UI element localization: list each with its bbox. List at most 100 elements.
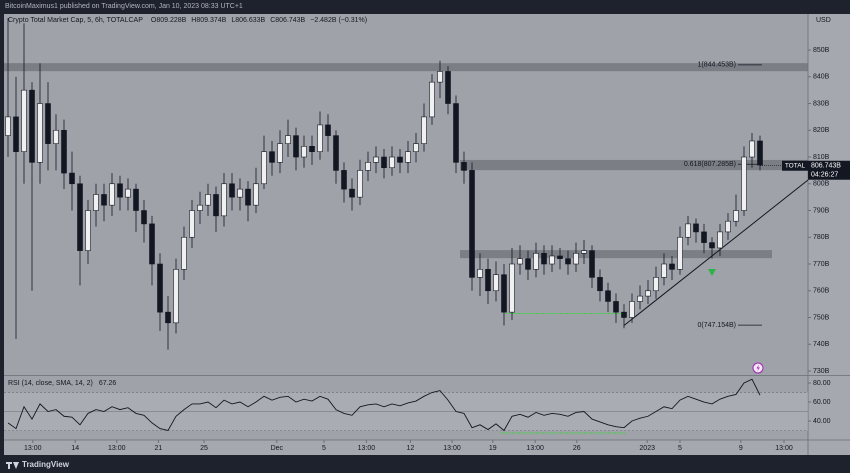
candle-body <box>5 116 11 136</box>
candle-body <box>181 236 187 270</box>
candle-body <box>741 156 747 211</box>
y-tick-label: 780B <box>813 234 830 241</box>
candle-body <box>157 263 163 313</box>
candle-body <box>429 81 435 118</box>
candle-body <box>237 188 243 198</box>
candle-body <box>117 183 123 198</box>
brand-name: TradingView <box>22 460 70 469</box>
candle-body <box>645 290 651 297</box>
candle-body <box>333 135 339 171</box>
symbol-badge <box>782 160 808 171</box>
candle-body <box>637 295 643 302</box>
candle-body <box>685 223 691 238</box>
candle-body <box>389 156 395 169</box>
x-tick-label: 25 <box>200 445 208 452</box>
y-tick-label: 790B <box>813 207 830 214</box>
candle-body <box>453 103 459 163</box>
rsi-title: RSI (14, close, SMA, 14, 2) <box>8 380 93 387</box>
candle-body <box>381 156 387 169</box>
candle-body <box>717 231 723 249</box>
candle-body <box>309 146 315 152</box>
candle-body <box>365 162 371 171</box>
y-tick-label: 770B <box>813 261 830 268</box>
x-tick-label: 21 <box>155 445 163 452</box>
fib-label: 1(844.453B) <box>697 62 736 69</box>
candle-body <box>581 250 587 254</box>
candle-body <box>605 290 611 302</box>
x-tick-label: 13:00 <box>443 445 461 452</box>
ohlc-value: L806.633B <box>231 17 265 24</box>
candle-body <box>525 258 531 270</box>
legend: Crypto Total Market Cap, 5, 6h, TOTALCAP <box>8 17 143 24</box>
x-tick-label: 19 <box>489 445 497 452</box>
fib-label: 0(747.154B) <box>697 322 736 329</box>
x-tick-label: 26 <box>573 445 581 452</box>
candle-body <box>341 170 347 190</box>
candle-body <box>325 124 331 136</box>
candle-body <box>125 188 131 198</box>
currency-label: USD <box>816 17 831 24</box>
candle-body <box>165 311 171 324</box>
x-tick-label: 13:00 <box>24 445 42 452</box>
candle-body <box>45 103 51 144</box>
candle-body <box>661 263 667 278</box>
trendline <box>623 179 809 326</box>
y-tick-label: 750B <box>813 314 830 321</box>
zone <box>460 159 808 171</box>
x-tick-label: 5 <box>678 445 682 452</box>
publisher-header: BitcoinMaximus1 published on TradingView… <box>5 3 243 10</box>
candle-body <box>445 71 451 104</box>
candle-body <box>37 103 43 163</box>
candle-body <box>573 253 579 265</box>
ohlc-value: O809.228B <box>151 17 187 24</box>
candle-body <box>613 301 619 313</box>
candle-body <box>485 269 491 292</box>
candle-body <box>205 194 211 206</box>
candle-body <box>405 151 411 163</box>
x-tick-label: Dec <box>271 445 284 452</box>
candle-body <box>461 162 467 171</box>
candle-body <box>85 210 91 251</box>
candle-body <box>109 183 115 206</box>
candle-body <box>245 188 251 206</box>
candle-body <box>757 140 763 166</box>
event-icon-bolt <box>756 364 760 372</box>
candle-body <box>13 116 19 152</box>
candle-body <box>413 143 419 152</box>
x-tick-label: 13:00 <box>108 445 126 452</box>
candle-body <box>589 250 595 278</box>
fib-label: 0.618(807.285B) <box>684 161 736 168</box>
candle-body <box>141 210 147 225</box>
y-tick-label: 800B <box>813 181 830 188</box>
x-tick-label: 12 <box>407 445 415 452</box>
candle-body <box>421 116 427 144</box>
candle-body <box>133 188 139 211</box>
y-tick-label: 730B <box>813 368 830 375</box>
candle-body <box>253 183 259 206</box>
y-tick-label: 840B <box>813 74 830 81</box>
y-tick-label: 820B <box>813 127 830 134</box>
green-arrow <box>708 269 716 276</box>
candle-body <box>477 269 483 278</box>
candle-body <box>509 263 515 313</box>
plot-background <box>4 14 808 440</box>
candle-body <box>517 258 523 265</box>
candle-body <box>469 170 475 278</box>
candle-body <box>693 223 699 233</box>
candle-body <box>357 170 363 198</box>
ohlc-value: C806.743B <box>270 17 305 24</box>
candle-body <box>285 135 291 144</box>
candle-body <box>565 258 571 265</box>
candle-body <box>221 183 227 217</box>
candle-body <box>557 255 563 259</box>
zone <box>460 250 772 259</box>
candle-body <box>93 194 99 211</box>
rsi-value: 67.26 <box>99 380 117 387</box>
candle-body <box>149 223 155 265</box>
rsi-y-tick-label: 80.00 <box>813 380 831 387</box>
candle-body <box>533 253 539 270</box>
y-tick-label: 850B <box>813 47 830 54</box>
rsi-y-tick-label: 60.00 <box>813 399 831 406</box>
candle-body <box>653 277 659 292</box>
